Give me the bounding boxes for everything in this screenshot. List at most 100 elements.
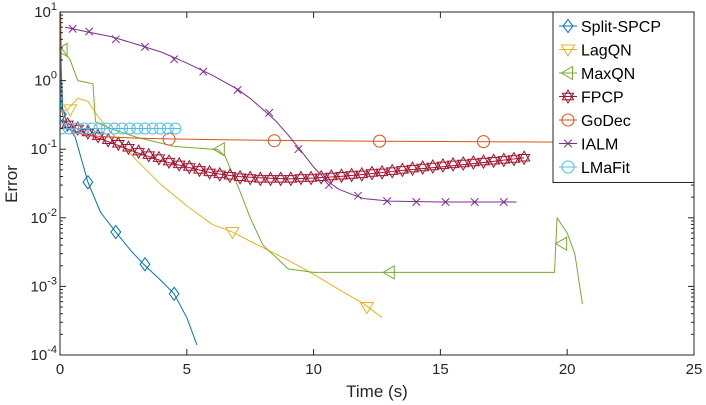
data-point-fpcp (314, 169, 328, 185)
y-tick-label: 10-4 (31, 344, 57, 364)
data-point-lmafit (154, 122, 167, 135)
series-fpcp (61, 116, 531, 187)
data-point-ialm (383, 197, 392, 206)
x-axis-title: Time (s) (346, 382, 408, 401)
data-point-ialm (353, 191, 363, 200)
legend-swatch-marker (561, 160, 575, 174)
data-point-fpcp (436, 157, 450, 173)
data-point-fpcp (142, 147, 156, 163)
x-tick-label: 0 (56, 361, 64, 378)
data-point-fpcp (192, 162, 206, 178)
data-point-fpcp (345, 167, 359, 183)
y-tick-label: 10-1 (31, 138, 57, 158)
data-point-fpcp (395, 162, 409, 178)
data-point-ialm (233, 85, 242, 95)
data-point-fpcp (91, 128, 105, 144)
legend-label: MaxQN (581, 66, 635, 83)
data-point-lmafit (78, 122, 91, 135)
data-point-ialm (294, 145, 303, 154)
legend-entry-ialm: IALM (559, 137, 618, 154)
data-point-fpcp (507, 151, 521, 167)
data-point-fpcp (213, 166, 227, 182)
data-point-fpcp (355, 166, 369, 182)
data-point-godec (373, 134, 387, 148)
legend: Split-SPCP LagQN MaxQN FPCP GoDec IALM LMaFit (552, 11, 695, 183)
data-point-lmafit (100, 122, 113, 135)
legend-label: LMaFit (581, 160, 630, 177)
data-point-maxqn (60, 42, 68, 58)
data-point-ialm (265, 108, 274, 117)
data-point-lmafit (108, 122, 121, 135)
data-point-fpcp (121, 140, 135, 156)
data-point-fpcp (446, 156, 460, 172)
data-point-fpcp (365, 165, 379, 181)
data-point-ialm (499, 197, 508, 207)
axes-box (59, 11, 695, 356)
series-lagqn (60, 97, 383, 319)
data-point-lmafit (116, 122, 129, 135)
data-point-fpcp (111, 136, 125, 152)
data-point-maxqn (554, 236, 568, 252)
data-point-fpcp (406, 161, 419, 177)
data-point-fpcp (223, 168, 237, 184)
y-axis-title: Error (2, 165, 21, 203)
legend-swatch-marker (561, 113, 575, 127)
data-point-fpcp (243, 170, 257, 186)
data-point-fpcp (253, 171, 267, 187)
legend-label: LagQN (581, 43, 632, 60)
data-point-lmafit (169, 122, 182, 135)
legend-swatch-marker (563, 139, 573, 148)
data-point-fpcp (182, 159, 196, 175)
x-tick-label: 5 (183, 361, 191, 378)
legend-label: FPCP (581, 90, 624, 107)
data-point-ialm (412, 197, 421, 207)
data-point-split-spcp (110, 224, 122, 240)
data-point-godec (267, 134, 281, 148)
data-point-fpcp (263, 171, 277, 187)
y-tick-label: 100 (34, 70, 57, 90)
data-point-fpcp (466, 155, 480, 170)
legend-label: GoDec (581, 113, 631, 130)
data-point-ialm (199, 67, 208, 76)
series-line-ialm (64, 26, 517, 203)
series-line-lagqn (60, 97, 383, 319)
data-point-fpcp (487, 153, 501, 169)
y-tick-label: 10-3 (31, 275, 57, 295)
data-point-lmafit (161, 122, 174, 135)
legend-box (552, 11, 695, 183)
legend-label: Split-SPCP (581, 19, 661, 36)
legend-swatch-marker (561, 89, 575, 104)
data-point-fpcp (274, 171, 288, 187)
data-point-fpcp (375, 164, 389, 180)
data-point-lmafit (131, 122, 144, 135)
data-point-lmafit (146, 122, 159, 135)
data-point-ialm (68, 24, 77, 33)
data-point-fpcp (456, 155, 470, 171)
legend-entry-lagqn: LagQN (559, 43, 632, 60)
data-point-fpcp (416, 160, 430, 176)
data-point-ialm (441, 197, 450, 207)
data-point-fpcp (162, 154, 176, 170)
data-point-ialm (85, 27, 94, 36)
x-tick-label: 15 (432, 361, 449, 378)
legend-swatch-marker (562, 18, 574, 34)
legend-swatch-marker (560, 65, 574, 81)
data-point-lagqn (225, 226, 240, 240)
data-point-lmafit (85, 122, 98, 135)
x-tick-label: 10 (305, 361, 322, 378)
legend-label: IALM (581, 137, 618, 154)
data-point-ialm (111, 35, 120, 44)
data-point-maxqn (382, 265, 395, 280)
data-point-godec (477, 135, 491, 149)
data-point-lmafit (93, 122, 106, 135)
series-layer (60, 12, 694, 346)
legend-swatch-marker (560, 44, 576, 57)
data-point-fpcp (477, 154, 491, 170)
data-point-fpcp (294, 170, 308, 186)
data-point-maxqn (212, 141, 225, 157)
data-point-ialm (140, 42, 150, 51)
legend-entry-maxqn: MaxQN (559, 65, 635, 83)
data-point-fpcp (517, 150, 531, 166)
data-point-lagqn (62, 104, 78, 117)
data-point-lmafit (70, 122, 83, 135)
